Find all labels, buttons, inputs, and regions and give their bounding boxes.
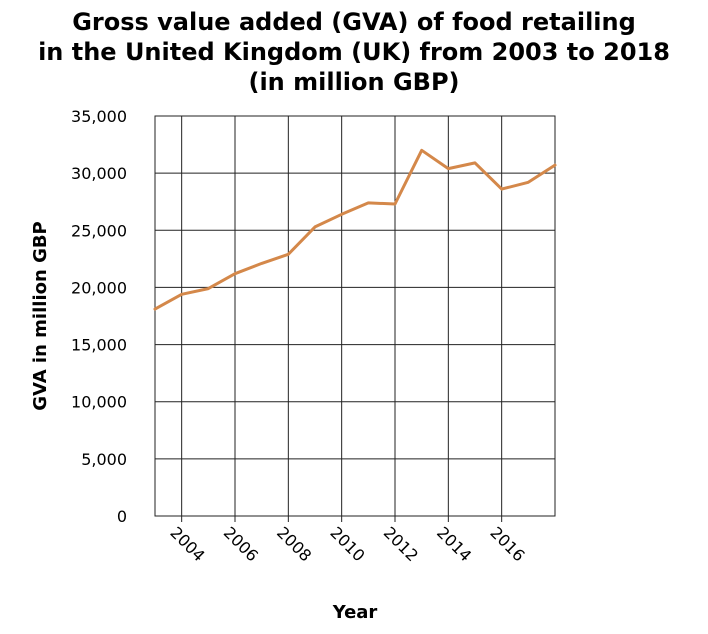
y-tick-label: 30,000 bbox=[71, 164, 127, 183]
x-tick-label: 2014 bbox=[433, 523, 475, 565]
series-line bbox=[153, 148, 557, 311]
x-tick-label: 2006 bbox=[220, 523, 262, 565]
y-axis-label: GVA in million GBP bbox=[30, 221, 51, 411]
series-group bbox=[153, 148, 557, 311]
y-tick-label: 20,000 bbox=[71, 278, 127, 297]
y-tick-label: 10,000 bbox=[71, 393, 127, 412]
y-tick-label: 0 bbox=[117, 507, 127, 526]
grid bbox=[155, 115, 555, 517]
x-tick-label: 2010 bbox=[326, 523, 368, 565]
x-tick-label: 2004 bbox=[166, 523, 208, 565]
y-axis-ticks: 0 5,000 10,000 15,000 20,000 25,000 30,000 35,0… bbox=[71, 107, 127, 526]
chart-title-line-2: in the United Kingdom (UK) from 2003 to … bbox=[38, 38, 670, 66]
x-tick-label: 2016 bbox=[486, 523, 528, 565]
chart-title: Gross value added (GVA) of food retailin… bbox=[38, 8, 670, 96]
x-axis-label: Year bbox=[332, 602, 378, 623]
y-tick-label: 5,000 bbox=[81, 450, 127, 469]
y-tick-label: 25,000 bbox=[71, 221, 127, 240]
chart-title-line-1: Gross value added (GVA) of food retailin… bbox=[72, 8, 636, 36]
chart-title-line-3: (in million GBP) bbox=[248, 68, 459, 96]
plot-area bbox=[154, 115, 556, 517]
y-tick-label: 15,000 bbox=[71, 336, 127, 355]
x-axis-ticks: 2004 2006 2008 2010 2012 2014 2016 bbox=[166, 516, 529, 565]
x-tick-label: 2012 bbox=[380, 523, 422, 565]
y-tick-label: 35,000 bbox=[71, 107, 127, 126]
x-tick-label: 2008 bbox=[273, 523, 315, 565]
